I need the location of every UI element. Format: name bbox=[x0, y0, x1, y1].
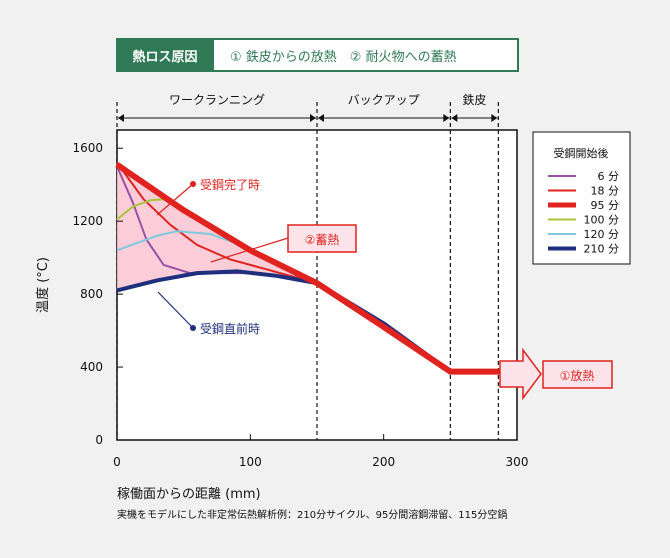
annotation-dot bbox=[190, 181, 196, 187]
y-tick-label: 1600 bbox=[72, 141, 103, 155]
header-tag-box bbox=[117, 39, 214, 71]
zone-label: 鉄皮 bbox=[462, 92, 486, 107]
annotation-storage-text: ②蓄熱 bbox=[305, 233, 340, 247]
legend-box bbox=[532, 131, 631, 265]
annotation-storage: ②蓄熱 bbox=[210, 224, 357, 263]
header-tag: 熱ロス原因 bbox=[132, 49, 197, 65]
x-tick-label: 0 bbox=[113, 455, 121, 469]
annotation-ladle-before: 受鋼直前時 bbox=[157, 291, 260, 336]
legend-title: 受鋼開始後 bbox=[554, 146, 609, 160]
annotation-leader bbox=[210, 237, 289, 263]
y-tick-label: 0 bbox=[95, 433, 103, 447]
radiation-arrow bbox=[499, 347, 542, 401]
zone-arrowhead bbox=[318, 114, 324, 122]
annotation-radiation-text: ①放熱 bbox=[560, 368, 595, 383]
zone-arrowhead bbox=[491, 114, 498, 122]
legend-label: 210 分 bbox=[584, 243, 620, 256]
y-tick-label: 1200 bbox=[72, 214, 103, 228]
annotation-radiation: ①放熱 bbox=[499, 347, 613, 401]
x-axis-label: 稼働面からの距離 (mm) bbox=[117, 487, 261, 502]
legend-label: 100 分 bbox=[584, 214, 620, 227]
series-layer bbox=[115, 162, 511, 375]
axes-layer: 0 100 200 300 0 400 800 1200 1600 bbox=[72, 141, 528, 469]
annotation-leader bbox=[156, 183, 194, 216]
y-tick-label: 800 bbox=[80, 287, 103, 301]
legend-label: 6 分 bbox=[598, 170, 620, 183]
legend-label: 95 分 bbox=[591, 199, 620, 212]
annotation-dot bbox=[190, 325, 196, 331]
series-line-18min bbox=[116, 162, 318, 285]
legend-label: 18 分 bbox=[591, 185, 620, 198]
annotation-ladle-complete: 受鋼完了時 bbox=[156, 177, 260, 216]
footnote: 実機をモデルにした非定常伝熱解析例：210分サイクル、95分間溶鋼滞留、115分… bbox=[117, 508, 507, 521]
x-tick-label: 100 bbox=[239, 455, 262, 469]
annotation-ladle-complete-text: 受鋼完了時 bbox=[200, 177, 260, 192]
zone-layer: ワークランニング バックアップ 鉄皮 bbox=[116, 92, 499, 440]
header-text: ① 鉄皮からの放熱 ② 耐火物への蓄熱 bbox=[230, 50, 457, 65]
y-tick-label: 400 bbox=[80, 360, 103, 374]
zone-arrowhead bbox=[118, 114, 124, 122]
zone-label: バックアップ bbox=[348, 93, 420, 107]
x-tick-label: 200 bbox=[372, 455, 395, 469]
zone-label: ワークランニング bbox=[169, 93, 265, 107]
zone-arrowhead bbox=[310, 114, 316, 122]
x-tick-label: 300 bbox=[506, 455, 529, 469]
zone-arrowhead bbox=[443, 114, 450, 122]
legend-label: 120 分 bbox=[584, 228, 620, 241]
annotation-radiation-box bbox=[542, 360, 613, 389]
header-banner: 熱ロス原因 ① 鉄皮からの放熱 ② 耐火物への蓄熱 bbox=[116, 38, 519, 72]
series-line-95min bbox=[115, 162, 511, 375]
annotation-ladle-before-text: 受鋼直前時 bbox=[200, 321, 260, 336]
annotation-leader bbox=[157, 291, 194, 329]
annotation-storage-box bbox=[287, 224, 357, 253]
zone-arrowhead bbox=[451, 114, 458, 122]
y-axis-label: 温度 (°C) bbox=[35, 257, 51, 313]
